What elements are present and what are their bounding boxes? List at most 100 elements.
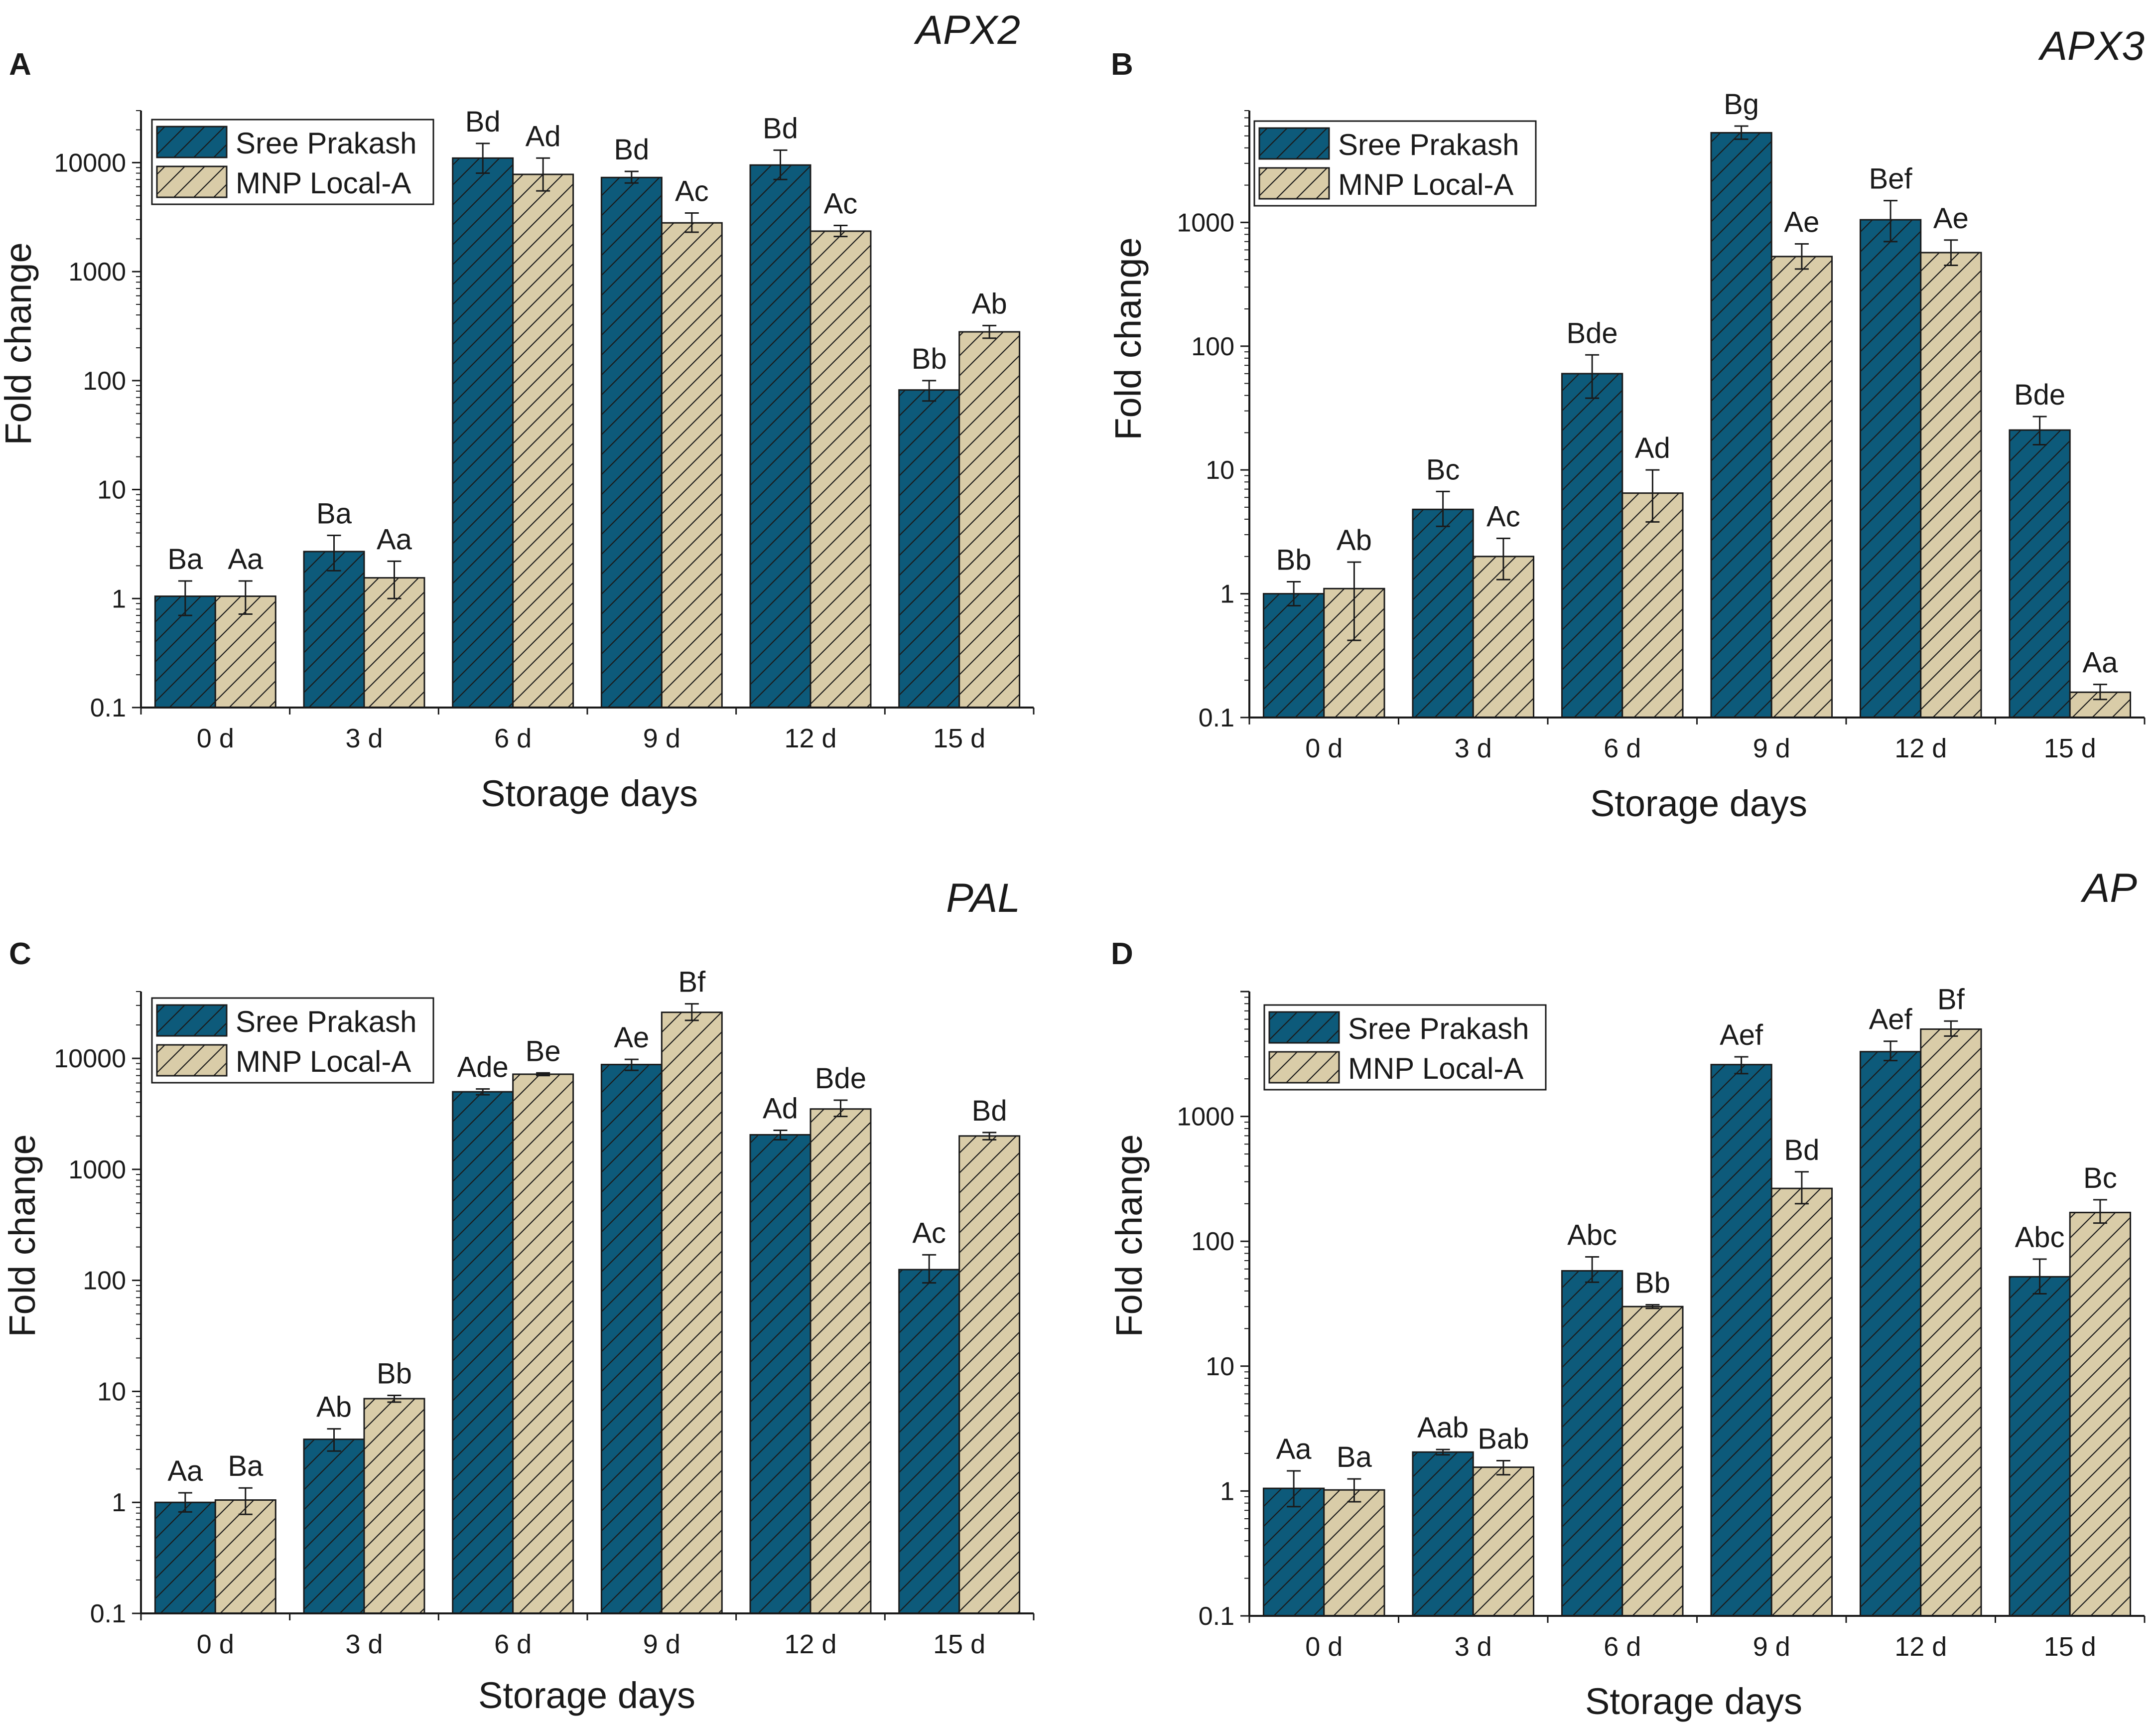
panel-d-legend: Sree Prakash MNP Local-A bbox=[1263, 1004, 1547, 1091]
y-tick-label: 1 bbox=[1220, 1477, 1234, 1506]
data-label: Bd bbox=[1784, 1134, 1819, 1166]
panel-a-title: APX2 bbox=[913, 7, 1020, 53]
panel-c-xlabel: Storage days bbox=[478, 1675, 695, 1716]
x-tick-label: 15 d bbox=[933, 723, 985, 753]
bar-sree-prakash-3 bbox=[1710, 132, 1772, 719]
bar-sree-prakash-2 bbox=[1561, 1270, 1623, 1617]
y-tick-label: 0.1 bbox=[1199, 1602, 1234, 1631]
x-tick-label: 6 d bbox=[1604, 1632, 1641, 1662]
bar-mnp-local-a-3 bbox=[661, 1011, 723, 1614]
data-label: Bb bbox=[912, 343, 947, 375]
panel-d-plot: Aa Aab Abc Aef Aef Abc Ba Bab Bb Bd Bf Bc 0.1 1 10 100 1… bbox=[1177, 983, 2146, 1662]
bar-mnp-local-a-3 bbox=[1770, 1187, 1833, 1617]
bar-sree-prakash-2 bbox=[452, 157, 514, 709]
data-label: Ba bbox=[316, 497, 352, 530]
y-tick-label: 0.1 bbox=[90, 694, 126, 722]
bar-mnp-local-a-3 bbox=[661, 222, 723, 709]
bar-mnp-local-a-5 bbox=[958, 1135, 1021, 1614]
data-label: Bf bbox=[1937, 983, 1965, 1015]
data-label: Bd bbox=[614, 134, 649, 166]
legend-swatch-sree-prakash bbox=[156, 1004, 228, 1037]
y-tick-label: 100 bbox=[1191, 332, 1234, 361]
data-label: Ba bbox=[167, 543, 203, 575]
bar-mnp-local-a-3 bbox=[1770, 256, 1833, 719]
data-label: Ac bbox=[1486, 501, 1520, 533]
data-label: Bf bbox=[678, 966, 706, 999]
bar-sree-prakash-3 bbox=[600, 176, 663, 709]
panel-a-letter: A bbox=[9, 47, 31, 82]
panel-b-legend: Sree Prakash MNP Local-A bbox=[1253, 120, 1537, 207]
panel-b-plot: Bb Bc Bde Bg Bef Bde Ab Ac Ad Ae Ae Aa 0.1 1 10 100 1000… bbox=[1177, 88, 2146, 763]
bar-mnp-local-a-5 bbox=[2069, 1211, 2132, 1617]
data-label: Aa bbox=[167, 1455, 203, 1487]
legend-swatch-mnp-local-a bbox=[1268, 1051, 1340, 1084]
panel-c: C PAL Fold change Storage days Aa Ab Ade Ae… bbox=[1, 875, 1035, 1716]
x-tick-label: 15 d bbox=[933, 1629, 985, 1659]
data-label: Ba bbox=[1337, 1441, 1372, 1473]
data-label: Aa bbox=[377, 523, 412, 556]
data-label: Bd bbox=[972, 1095, 1007, 1127]
legend-label-mnp-local-a: MNP Local-A bbox=[1348, 1052, 1523, 1085]
data-label: Ae bbox=[614, 1021, 649, 1054]
panel-c-legend: Sree Prakash MNP Local-A bbox=[151, 997, 434, 1084]
data-label: Be bbox=[526, 1035, 561, 1067]
y-tick-label: 1 bbox=[112, 584, 126, 613]
data-label: Abc bbox=[2015, 1221, 2065, 1254]
x-tick-label: 9 d bbox=[1753, 733, 1790, 763]
legend-swatch-sree-prakash bbox=[1268, 1011, 1340, 1044]
panel-c-letter: C bbox=[9, 937, 31, 971]
data-label: Bab bbox=[1478, 1423, 1529, 1455]
x-tick-label: 3 d bbox=[1455, 1632, 1492, 1662]
data-label: Ad bbox=[1635, 432, 1670, 464]
panel-d-ylabel: Fold change bbox=[1108, 1134, 1150, 1337]
data-label: Ba bbox=[228, 1450, 264, 1482]
y-tick-label: 1000 bbox=[68, 258, 126, 287]
legend-swatch-mnp-local-a bbox=[156, 1044, 228, 1077]
bar-sree-prakash-4 bbox=[749, 1134, 811, 1614]
bar-mnp-local-a-2 bbox=[512, 1073, 574, 1614]
bar-mnp-local-a-4 bbox=[1920, 1028, 1982, 1617]
data-label: Aef bbox=[1720, 1019, 1763, 1051]
panel-a-legend: Sree Prakash MNP Local-A bbox=[151, 119, 434, 205]
data-label: Bde bbox=[1566, 317, 1617, 349]
bar-sree-prakash-4 bbox=[1859, 1051, 1922, 1617]
panel-b-ylabel: Fold change bbox=[1107, 237, 1149, 440]
bar-mnp-local-a-2 bbox=[512, 173, 574, 709]
panel-d-letter: D bbox=[1111, 937, 1133, 971]
x-tick-label: 6 d bbox=[494, 1629, 532, 1659]
panel-a: A APX2 Fold change Storage days Ba Ba Bd Bd… bbox=[0, 7, 1035, 814]
bar-mnp-local-a-1 bbox=[1472, 1466, 1535, 1617]
data-label: Ab bbox=[316, 1391, 352, 1424]
panel-b: B APX3 Fold change Storage days BbBcBdeB… bbox=[1107, 23, 2146, 824]
panel-b-xlabel: Storage days bbox=[1590, 783, 1807, 824]
data-label: Bde bbox=[815, 1062, 866, 1095]
bar-mnp-local-a-1 bbox=[1472, 556, 1535, 719]
x-tick-label: 12 d bbox=[784, 723, 836, 753]
data-label: Ab bbox=[1337, 524, 1372, 557]
legend-swatch-mnp-local-a bbox=[1258, 167, 1330, 200]
x-tick-label: 15 d bbox=[2044, 1632, 2096, 1662]
data-label: Bde bbox=[2014, 379, 2065, 411]
data-label: Bb bbox=[377, 1358, 412, 1390]
data-label: Aa bbox=[2082, 647, 2118, 679]
bar-mnp-local-a-1 bbox=[363, 577, 425, 709]
bar-sree-prakash-2 bbox=[452, 1091, 514, 1614]
data-label: Ae bbox=[1784, 206, 1819, 239]
data-label: Aab bbox=[1417, 1412, 1469, 1444]
bar-sree-prakash-2 bbox=[1561, 373, 1623, 719]
y-tick-label: 1000 bbox=[68, 1155, 126, 1184]
legend-label-mnp-local-a: MNP Local-A bbox=[236, 166, 411, 200]
x-tick-label: 6 d bbox=[1604, 733, 1641, 763]
bar-sree-prakash-4 bbox=[749, 164, 811, 709]
y-tick-label: 100 bbox=[1191, 1227, 1234, 1256]
bar-mnp-local-a-4 bbox=[809, 230, 872, 709]
panel-b-letter: B bbox=[1111, 47, 1133, 82]
data-label: Bef bbox=[1869, 163, 1913, 195]
bar-mnp-local-a-1 bbox=[363, 1398, 425, 1614]
y-tick-label: 0.1 bbox=[90, 1599, 126, 1628]
bar-sree-prakash-1 bbox=[1412, 508, 1474, 719]
y-tick-label: 10 bbox=[1206, 456, 1234, 485]
bar-sree-prakash-3 bbox=[1710, 1064, 1772, 1617]
panel-a-xlabel: Storage days bbox=[481, 773, 698, 814]
x-tick-label: 9 d bbox=[643, 723, 680, 753]
